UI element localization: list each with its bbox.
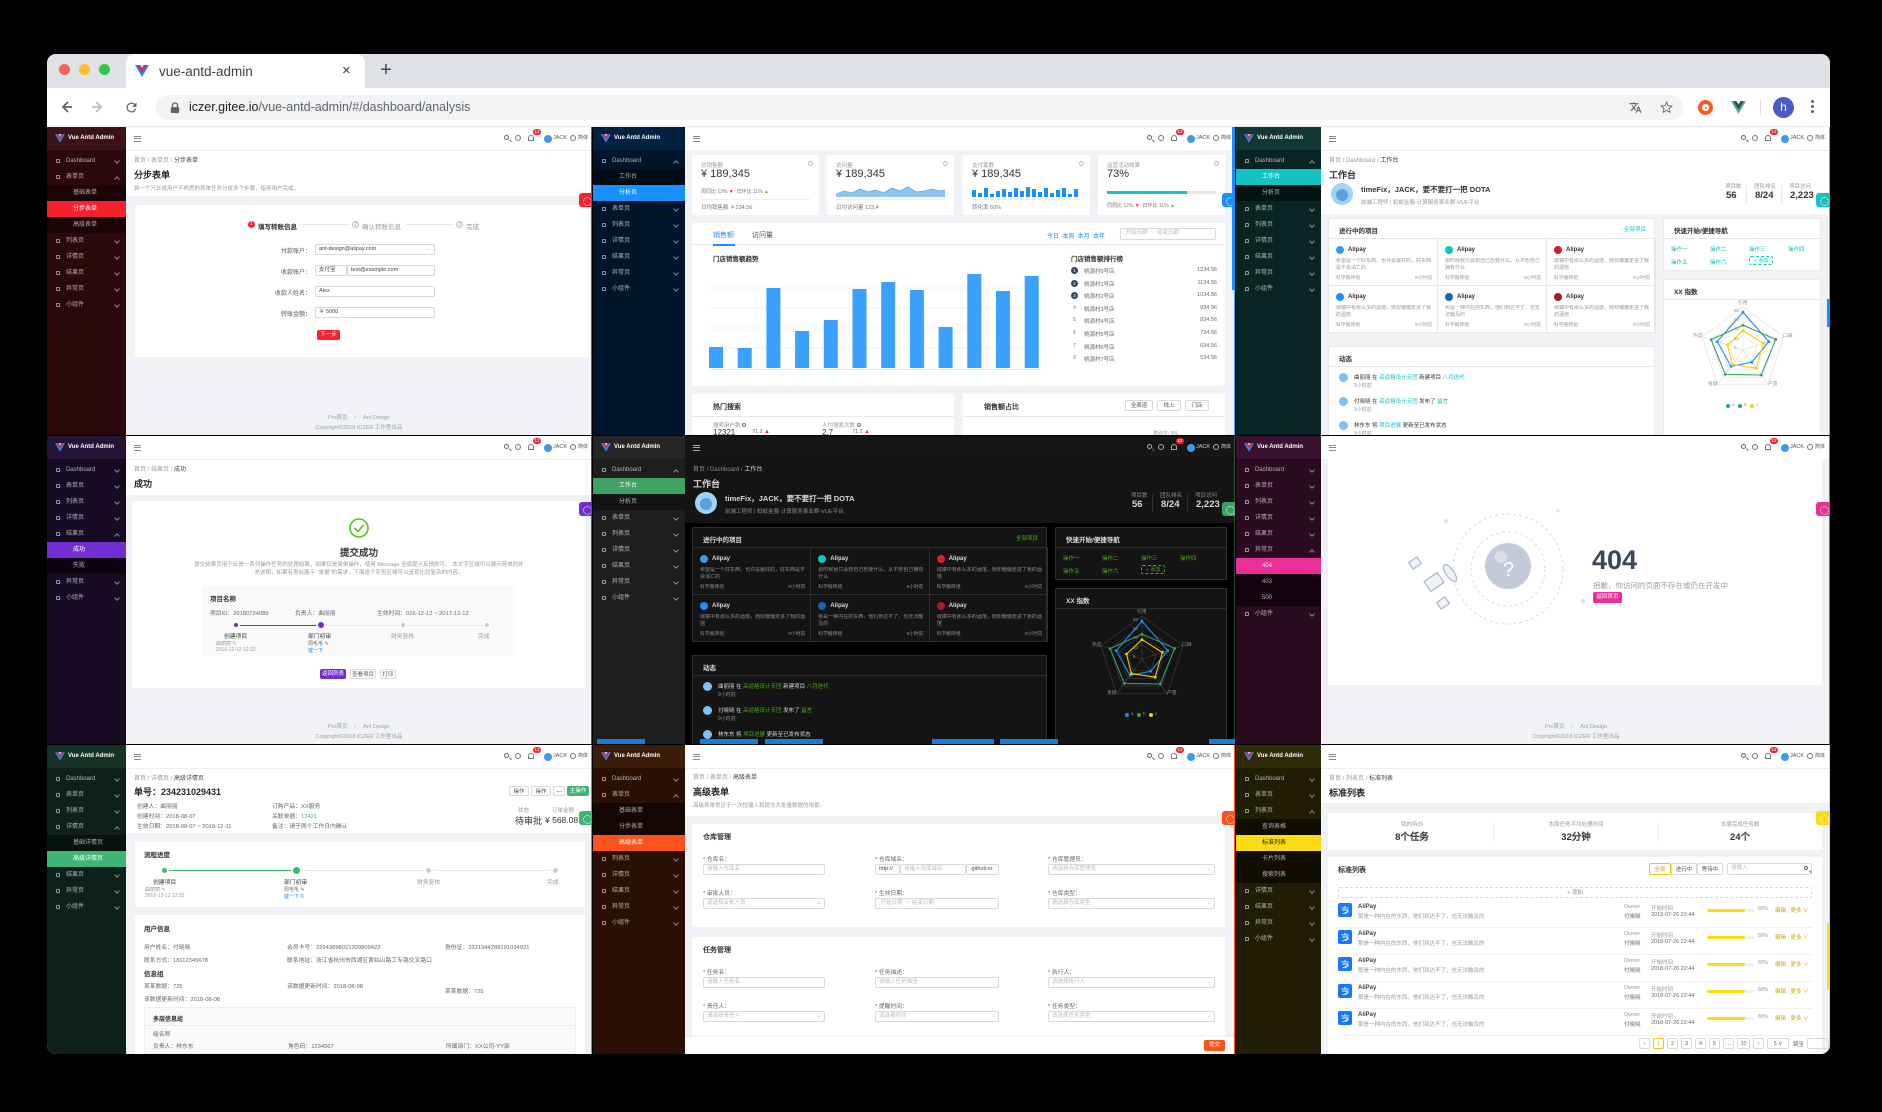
svg-text:?: ? [1503,559,1514,581]
